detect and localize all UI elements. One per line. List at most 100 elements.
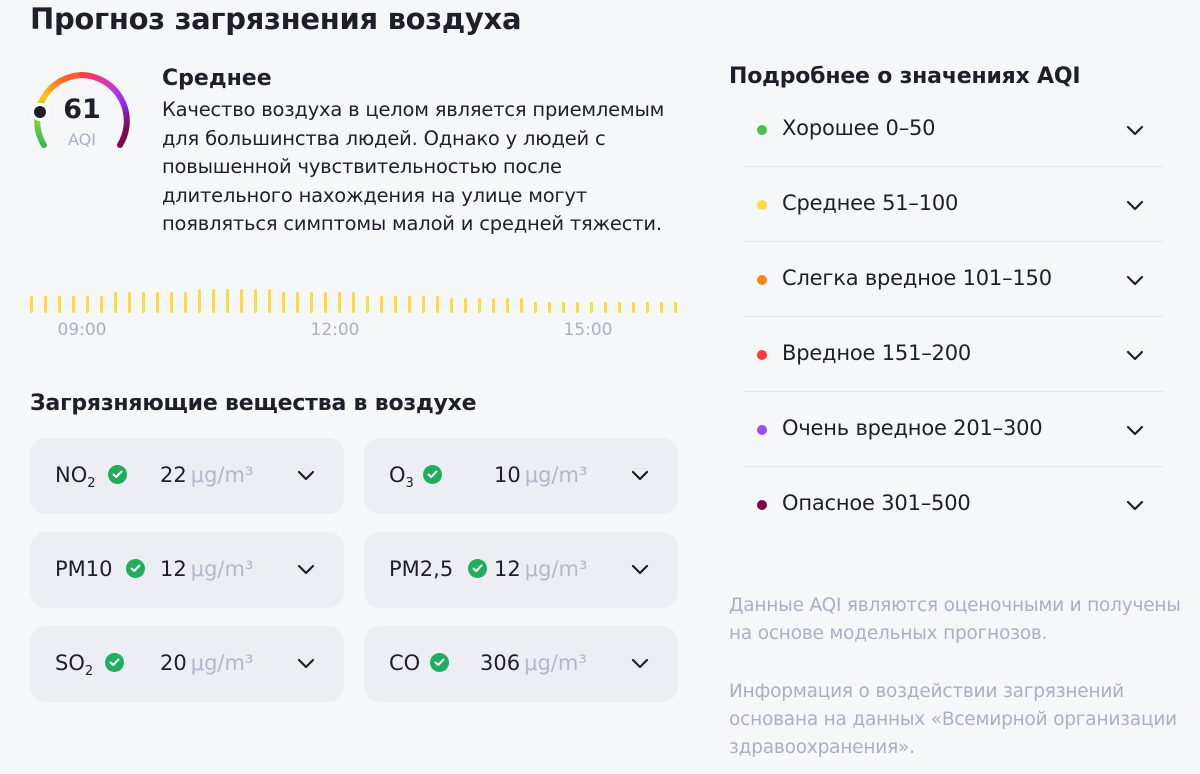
timeline-bar[interactable]: [156, 292, 159, 313]
aqi-item-label: Слегка вредное 101–150: [782, 266, 1052, 290]
aqi-item-label: Хорошее 0–50: [782, 116, 936, 140]
check-circle-icon: [108, 465, 127, 484]
timeline-bar[interactable]: [366, 296, 369, 313]
aqi-item-label: Среднее 51–100: [782, 191, 959, 215]
timeline-bar[interactable]: [254, 289, 257, 313]
aqi-disclaimer-note: Данные AQI являются оценочными и получен…: [729, 595, 1181, 644]
who-source-note: Информация о воздействии загрязнений осн…: [729, 681, 1177, 758]
timeline-bar[interactable]: [394, 296, 397, 313]
aqi-item-very-harmful[interactable]: Очень вредное 201–300: [743, 392, 1163, 467]
timeline-bar[interactable]: [296, 292, 299, 313]
check-circle-icon: [126, 559, 145, 578]
timeline-bar[interactable]: [198, 289, 201, 313]
pollutant-name: CO: [389, 651, 421, 675]
timeline-bar[interactable]: [562, 302, 565, 313]
aqi-item-label: Вредное 151–200: [782, 341, 972, 365]
chevron-down-icon[interactable]: [1125, 423, 1145, 437]
pollutant-card-co[interactable]: CO 306 μg/m³: [364, 626, 678, 702]
pollutant-value: 306 μg/m³: [480, 651, 587, 675]
timeline-bar[interactable]: [632, 302, 635, 313]
timeline-bar[interactable]: [142, 292, 145, 313]
chevron-down-icon[interactable]: [630, 656, 650, 670]
timeline-bar[interactable]: [282, 292, 285, 313]
timeline-bar[interactable]: [674, 302, 677, 313]
chevron-down-icon[interactable]: [296, 656, 316, 670]
pollutant-card-o3[interactable]: O3 10 μg/m³: [364, 438, 678, 514]
check-circle-icon: [423, 465, 442, 484]
status-dot-icon: [757, 125, 767, 135]
timeline-bar[interactable]: [310, 292, 313, 313]
timeline-bar[interactable]: [170, 292, 173, 313]
aqi-timeline[interactable]: 09:00 12:00 15:00: [0, 280, 700, 350]
timeline-bar[interactable]: [128, 292, 131, 313]
timeline-bar[interactable]: [100, 296, 103, 313]
check-circle-icon: [468, 559, 487, 578]
pollutant-card-pm25[interactable]: PM2,5 12 μg/m³: [364, 532, 678, 608]
timeline-bar[interactable]: [380, 296, 383, 313]
timeline-bar[interactable]: [590, 302, 593, 313]
chevron-down-icon[interactable]: [630, 562, 650, 576]
gauge-marker: [31, 103, 49, 121]
pollutant-value: 22 μg/m³: [160, 463, 254, 487]
timeline-bar[interactable]: [212, 289, 215, 313]
timeline-bar[interactable]: [352, 292, 355, 313]
timeline-bar[interactable]: [422, 296, 425, 313]
aqi-item-slightly-harmful[interactable]: Слегка вредное 101–150: [743, 242, 1163, 317]
pollutant-card-pm10[interactable]: PM10 12 μg/m³: [30, 532, 344, 608]
status-dot-icon: [757, 200, 767, 210]
pollutants-section-title: Загрязняющие вещества в воздухе: [30, 391, 477, 416]
timeline-bar[interactable]: [506, 298, 509, 313]
timeline-bar[interactable]: [58, 296, 61, 313]
timeline-bar[interactable]: [520, 298, 523, 313]
timeline-bar[interactable]: [646, 302, 649, 313]
timeline-bar[interactable]: [478, 298, 481, 313]
time-label-1500: 15:00: [563, 320, 613, 340]
time-label-0900: 09:00: [57, 320, 107, 340]
timeline-bar[interactable]: [30, 296, 33, 313]
timeline-bar[interactable]: [548, 302, 551, 313]
chevron-down-icon[interactable]: [1125, 273, 1145, 287]
timeline-bar[interactable]: [86, 296, 89, 313]
chevron-down-icon[interactable]: [630, 468, 650, 482]
timeline-bar[interactable]: [72, 296, 75, 313]
timeline-bar[interactable]: [618, 302, 621, 313]
check-circle-icon: [430, 653, 449, 672]
timeline-bar[interactable]: [408, 296, 411, 313]
chevron-down-icon[interactable]: [1125, 348, 1145, 362]
chevron-down-icon[interactable]: [296, 562, 316, 576]
timeline-bar[interactable]: [660, 302, 663, 313]
aqi-item-moderate[interactable]: Среднее 51–100: [743, 167, 1163, 242]
timeline-bar[interactable]: [240, 289, 243, 313]
aqi-level-title: Среднее: [162, 66, 272, 91]
timeline-bar[interactable]: [534, 302, 537, 313]
aqi-item-hazardous[interactable]: Опасное 301–500: [743, 467, 1163, 542]
aqi-item-harmful[interactable]: Вредное 151–200: [743, 317, 1163, 392]
timeline-bar[interactable]: [464, 298, 467, 313]
chevron-down-icon[interactable]: [1125, 498, 1145, 512]
timeline-bar[interactable]: [324, 292, 327, 313]
pollutant-value: 20 μg/m³: [160, 651, 254, 675]
pollutant-value: 12 μg/m³: [494, 557, 588, 581]
timeline-bar[interactable]: [226, 289, 229, 313]
timeline-bar[interactable]: [44, 296, 47, 313]
pollutant-name: PM2,5: [389, 557, 454, 581]
timeline-bar[interactable]: [184, 292, 187, 313]
timeline-bar[interactable]: [604, 302, 607, 313]
pollutant-card-no2[interactable]: NO2 22 μg/m³: [30, 438, 344, 514]
timeline-bar[interactable]: [450, 298, 453, 313]
timeline-bar[interactable]: [576, 302, 579, 313]
chevron-down-icon[interactable]: [296, 468, 316, 482]
timeline-bar[interactable]: [492, 298, 495, 313]
pollutant-name: PM10: [55, 557, 113, 581]
aqi-unit: AQI: [68, 130, 96, 149]
pollutant-name: O3: [389, 463, 414, 491]
timeline-bar[interactable]: [268, 289, 271, 313]
timeline-bar[interactable]: [338, 292, 341, 313]
timeline-bar[interactable]: [114, 292, 117, 313]
aqi-gauge: 61 AQI: [30, 70, 140, 154]
chevron-down-icon[interactable]: [1125, 123, 1145, 137]
aqi-item-good[interactable]: Хорошее 0–50: [743, 92, 1163, 167]
timeline-bar[interactable]: [436, 296, 439, 313]
pollutant-card-so2[interactable]: SO2 20 μg/m³: [30, 626, 344, 702]
chevron-down-icon[interactable]: [1125, 198, 1145, 212]
